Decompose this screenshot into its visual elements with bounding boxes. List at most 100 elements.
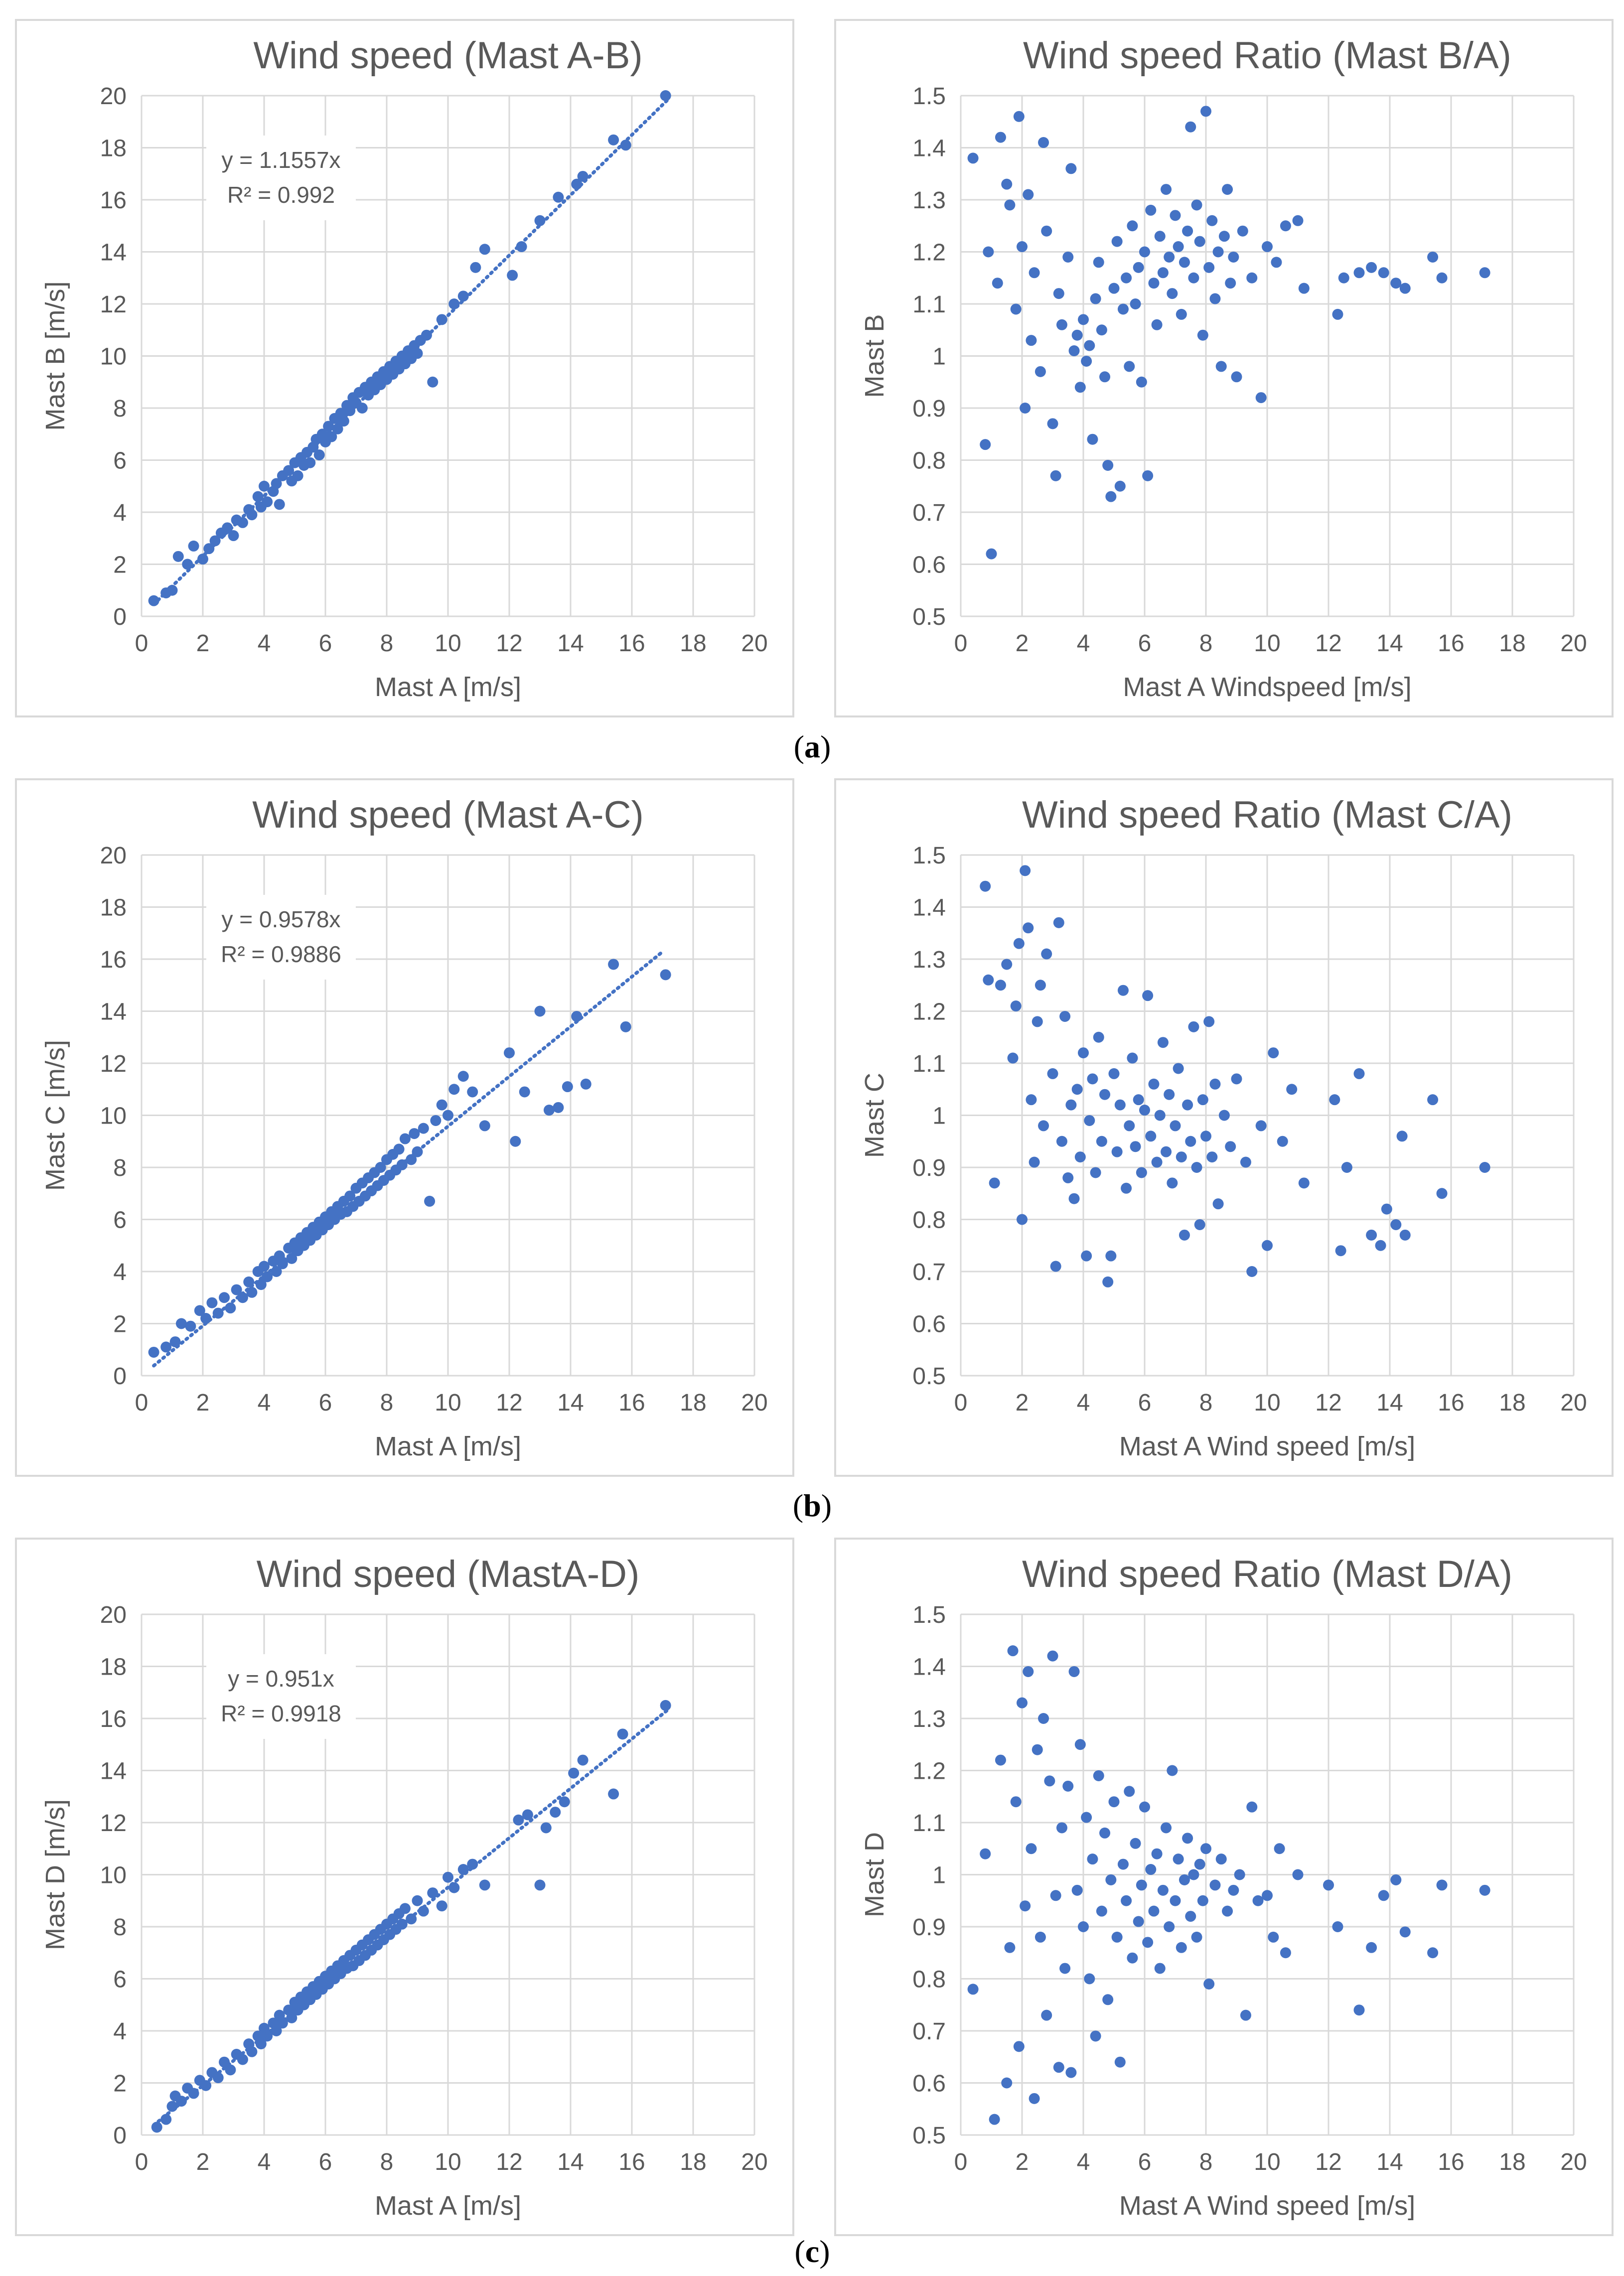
chart-title: Wind speed (Mast A-B) xyxy=(253,34,642,77)
y-tick-label: 1.2 xyxy=(912,1758,946,1785)
data-point xyxy=(660,1700,671,1711)
x-tick-label: 16 xyxy=(1438,2149,1464,2175)
x-tick-label: 2 xyxy=(1016,1390,1029,1416)
data-point xyxy=(1053,2062,1064,2073)
data-point xyxy=(1188,272,1199,284)
x-tick-label: 4 xyxy=(258,630,271,657)
data-point xyxy=(448,1882,460,1893)
data-point xyxy=(1164,251,1175,263)
trendline-equation: y = 0.9578x xyxy=(221,906,340,932)
y-tick-label: 6 xyxy=(113,1207,127,1234)
data-point xyxy=(443,1110,453,1121)
y-tick-label: 1.1 xyxy=(912,1051,946,1077)
data-point xyxy=(1323,1879,1334,1891)
data-point xyxy=(1127,220,1138,232)
y-tick-label: 20 xyxy=(100,83,127,110)
data-point xyxy=(1065,2067,1077,2078)
data-point xyxy=(1179,1874,1190,1885)
data-point xyxy=(1007,1645,1019,1657)
data-point xyxy=(1341,1162,1352,1173)
x-tick-label: 6 xyxy=(319,2149,332,2175)
y-axis-title: Mast C [m/s] xyxy=(40,1040,70,1191)
data-point xyxy=(559,1796,570,1808)
data-point xyxy=(148,1346,159,1358)
data-point xyxy=(1124,1120,1135,1132)
data-point xyxy=(203,543,215,555)
data-point xyxy=(246,1286,258,1298)
y-tick-label: 16 xyxy=(100,187,127,214)
data-point xyxy=(1142,470,1154,481)
data-point xyxy=(1139,1801,1150,1813)
y-tick-label: 6 xyxy=(113,1967,127,1993)
x-tick-label: 18 xyxy=(680,630,706,657)
data-point xyxy=(1090,1167,1101,1178)
data-point xyxy=(1032,1744,1043,1755)
data-point xyxy=(1090,2030,1101,2042)
x-tick-label: 6 xyxy=(1138,1390,1152,1416)
data-point xyxy=(1353,2004,1365,2016)
data-point xyxy=(1117,985,1129,996)
data-point xyxy=(1390,1219,1402,1230)
data-point xyxy=(255,2038,267,2050)
data-point xyxy=(1078,1047,1089,1059)
data-point xyxy=(1020,865,1031,876)
data-point xyxy=(1298,1177,1310,1189)
y-tick-label: 0.9 xyxy=(912,1155,946,1181)
y-tick-label: 18 xyxy=(100,895,127,921)
data-point xyxy=(1157,1884,1169,1896)
chart-panel-ac-speed: 0 2 4 6 8 10 12 14 16 18 20 0 2 4 6 8 10 12 14 16 18 20 Wind s… xyxy=(15,778,794,1477)
y-tick-label: 0.7 xyxy=(912,1259,946,1285)
x-tick-label: 2 xyxy=(196,1390,210,1416)
y-tick-label: 12 xyxy=(100,291,127,318)
y-tick-label: 1.2 xyxy=(912,999,946,1025)
data-point xyxy=(519,1086,530,1098)
data-point xyxy=(1231,1073,1242,1085)
data-point xyxy=(1237,225,1248,237)
data-point xyxy=(1078,1921,1089,1932)
data-point xyxy=(188,2088,199,2099)
y-tick-label: 1 xyxy=(932,1862,946,1889)
x-tick-label: 10 xyxy=(435,630,461,657)
x-tick-label: 4 xyxy=(258,2149,271,2175)
data-point xyxy=(967,152,979,164)
y-tick-label: 10 xyxy=(100,344,127,370)
data-point xyxy=(1034,366,1046,377)
x-tick-label: 16 xyxy=(618,1390,645,1416)
x-tick-label: 20 xyxy=(1560,1390,1587,1416)
data-point xyxy=(1074,1739,1086,1750)
data-point xyxy=(1071,1084,1083,1095)
data-point xyxy=(313,449,325,461)
x-axis-title: Mast A [m/s] xyxy=(375,2191,521,2221)
x-tick-label: 16 xyxy=(618,2149,645,2175)
y-tick-label: 0.9 xyxy=(912,396,946,422)
x-axis-title: Mast A [m/s] xyxy=(375,672,521,702)
x-tick-label: 10 xyxy=(435,1390,461,1416)
data-point xyxy=(1139,1105,1150,1116)
data-point xyxy=(1133,262,1144,273)
data-point xyxy=(1130,1141,1141,1152)
x-tick-label: 10 xyxy=(1254,1390,1280,1416)
data-point xyxy=(1099,1827,1111,1839)
data-point xyxy=(1041,225,1052,237)
data-point xyxy=(1010,1000,1022,1012)
data-point xyxy=(1191,1931,1202,1943)
x-tick-label: 0 xyxy=(135,630,148,657)
data-point xyxy=(1200,1131,1211,1142)
data-point xyxy=(1026,1843,1037,1854)
y-axis-title: Mast B [m/s] xyxy=(40,281,70,430)
data-point xyxy=(1059,1010,1071,1022)
chart-panel-ca-ratio: 0 2 4 6 8 10 12 14 16 18 20 0.5 0.6 0.7 0.8 0.9 1 1.1 1.2 1… xyxy=(834,778,1614,1477)
data-point xyxy=(1274,1843,1285,1854)
data-point xyxy=(457,290,469,302)
data-point xyxy=(995,1754,1006,1766)
data-point xyxy=(1179,1229,1190,1241)
data-point xyxy=(421,329,432,341)
data-point xyxy=(1062,251,1074,263)
data-point xyxy=(1096,1905,1107,1917)
y-tick-label: 1.3 xyxy=(912,187,946,214)
data-point xyxy=(237,2054,248,2065)
data-point xyxy=(396,1918,408,1930)
data-point xyxy=(1068,1666,1080,1677)
data-point xyxy=(1108,1068,1120,1079)
data-point xyxy=(1096,324,1107,336)
